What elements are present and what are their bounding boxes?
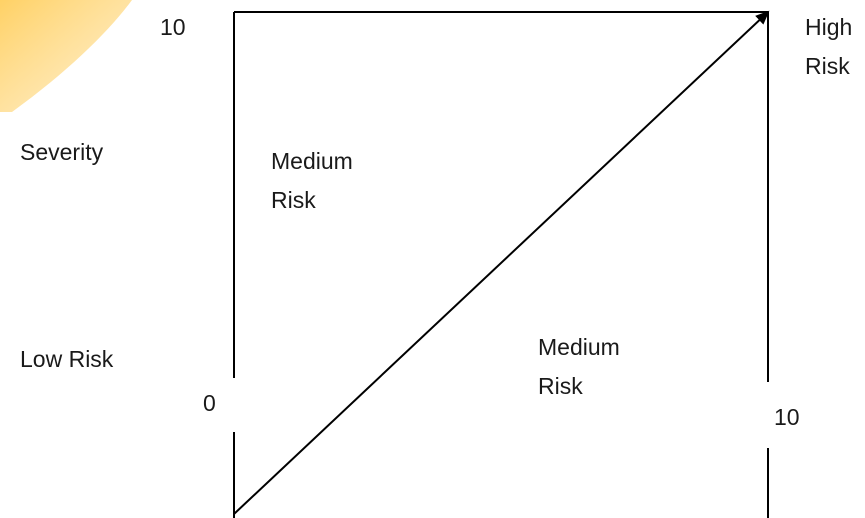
decorative-swoosh [0,0,132,112]
y-max-label: 10 [160,14,186,40]
low-risk-label: Low Risk [20,346,114,372]
y-min-label: 0 [203,390,216,416]
swoosh-shape [0,0,132,112]
x-max-label: 10 [774,404,800,430]
diagonal-risk-arrow [233,10,770,515]
high-risk-label: High Risk [805,14,853,79]
severity-axis-label: Severity [20,139,104,165]
medium-risk-lower-label: Medium Risk [538,334,620,399]
medium-risk-upper-label: Medium Risk [271,148,353,213]
